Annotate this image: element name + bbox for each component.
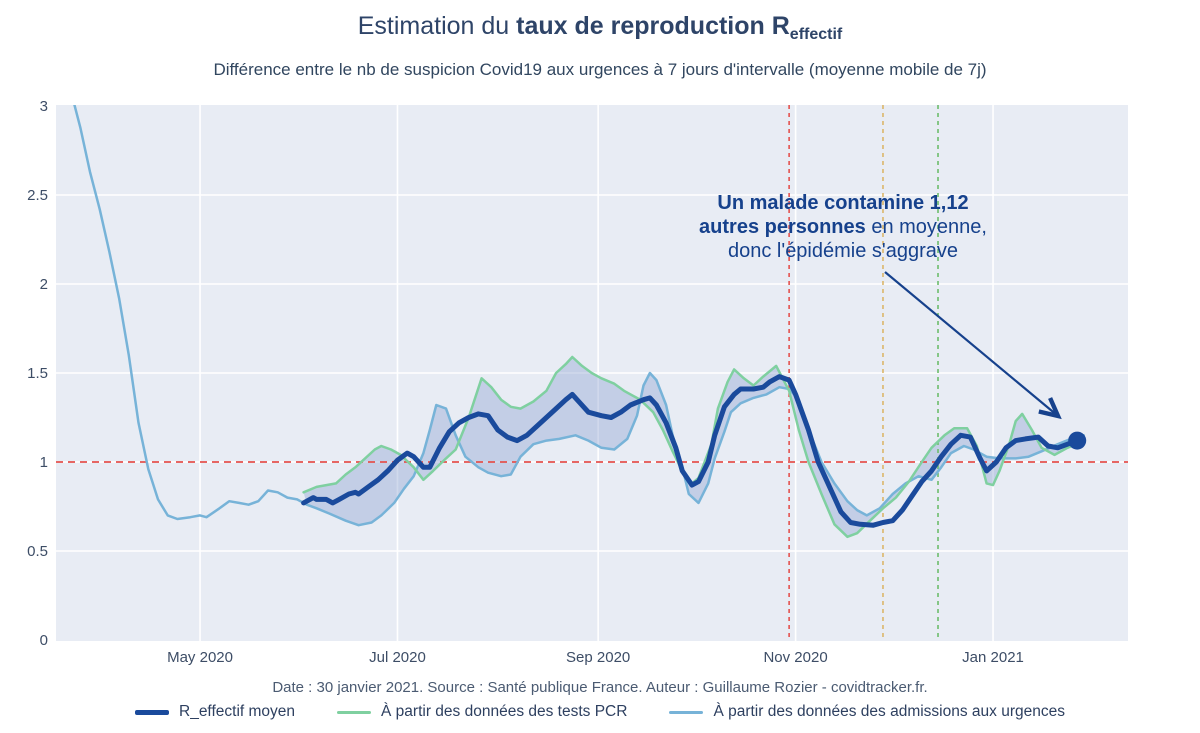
y-tick-label: 1.5 [27,365,48,382]
legend-item-1[interactable]: À partir des données des tests PCR [337,703,627,721]
legend-item-2[interactable]: À partir des données des admissions aux … [669,703,1065,721]
annotation-line3: donc l'épidémie s'aggrave [728,240,958,262]
legend-label: À partir des données des admissions aux … [713,703,1065,720]
annotation-line1: Un malade contamine 1,12 [717,192,969,214]
y-tick-label: 2 [40,276,48,293]
series-line-2 [73,105,1085,527]
legend-swatch-icon [669,710,704,714]
y-tick-label: 1 [40,454,48,471]
annotation-arrow [884,271,1062,420]
legend-swatch-icon [337,710,372,714]
x-tick-label: Nov 2020 [763,649,827,666]
x-tick-label: Sep 2020 [566,649,630,666]
y-tick-label: 3 [40,98,48,115]
uncertainty-band [303,357,1084,537]
source-caption: Date : 30 janvier 2021. Source : Santé p… [272,679,928,696]
y-tick-label: 0.5 [27,543,48,560]
annotation-line2-rest: en moyenne, [865,216,987,238]
x-tick-label: Jul 2020 [369,649,426,666]
x-tick-label: May 2020 [167,649,233,666]
annotation-line2-bold: autres personnes [699,216,866,238]
y-tick-label: 2.5 [27,187,48,204]
legend: R_effectif moyen À partir des données des… [0,703,1200,721]
y-tick-label: 0 [40,632,48,649]
series-line-0 [301,374,1080,528]
latest-point-marker [1068,431,1087,450]
legend-swatch-icon [135,709,169,715]
title-prefix: Estimation du [357,12,517,40]
title-subscript: effectif [789,26,843,43]
legend-item-0[interactable]: R_effectif moyen [135,703,295,721]
x-tick-label: Jan 2021 [962,649,1024,666]
page-title: Estimation du taux de reproduction Reffe… [0,12,1200,44]
legend-label: À partir des données des tests PCR [381,703,628,720]
title-bold: taux de reproduction R [516,12,790,40]
annotation: Un malade contamine 1,12 autres personne… [593,191,1093,263]
chart-subtitle: Différence entre le nb de suspicion Covi… [213,60,987,79]
legend-label: R_effectif moyen [179,703,296,720]
